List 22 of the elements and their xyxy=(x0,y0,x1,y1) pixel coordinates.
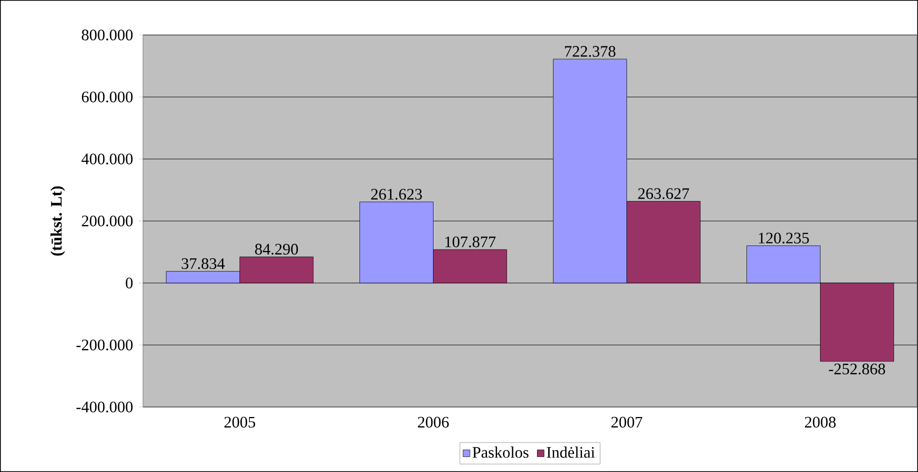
y-tick-label: 600.000 xyxy=(82,92,133,102)
y-axis-title: (tūkst. Lt) xyxy=(50,186,66,256)
data-label: 107.877 xyxy=(445,236,496,248)
x-tick-label: 2008 xyxy=(804,416,836,428)
data-label: 37.834 xyxy=(182,258,225,270)
data-label: -252.868 xyxy=(828,364,886,374)
y-tick-label: 200.000 xyxy=(82,216,133,226)
x-tick-label: 2006 xyxy=(418,416,449,428)
y-tick-label: 400.000 xyxy=(82,154,133,164)
y-tick-label: -200.000 xyxy=(76,340,133,350)
data-label: 120.235 xyxy=(758,232,809,244)
legend-label: Indėliai xyxy=(546,446,595,458)
data-label: 84.290 xyxy=(255,244,298,255)
data-label: 722.378 xyxy=(565,46,616,57)
x-tick-label: 2005 xyxy=(224,416,256,428)
data-label: 263.627 xyxy=(638,188,690,200)
legend-label: Paskolos xyxy=(472,446,528,458)
x-tick-label: 2007 xyxy=(611,416,642,428)
y-tick-label: 0 xyxy=(126,278,133,288)
y-tick-label: -400.000 xyxy=(76,402,133,412)
y-tick-label: 800.000 xyxy=(82,30,133,40)
data-label: 261.623 xyxy=(371,188,422,200)
